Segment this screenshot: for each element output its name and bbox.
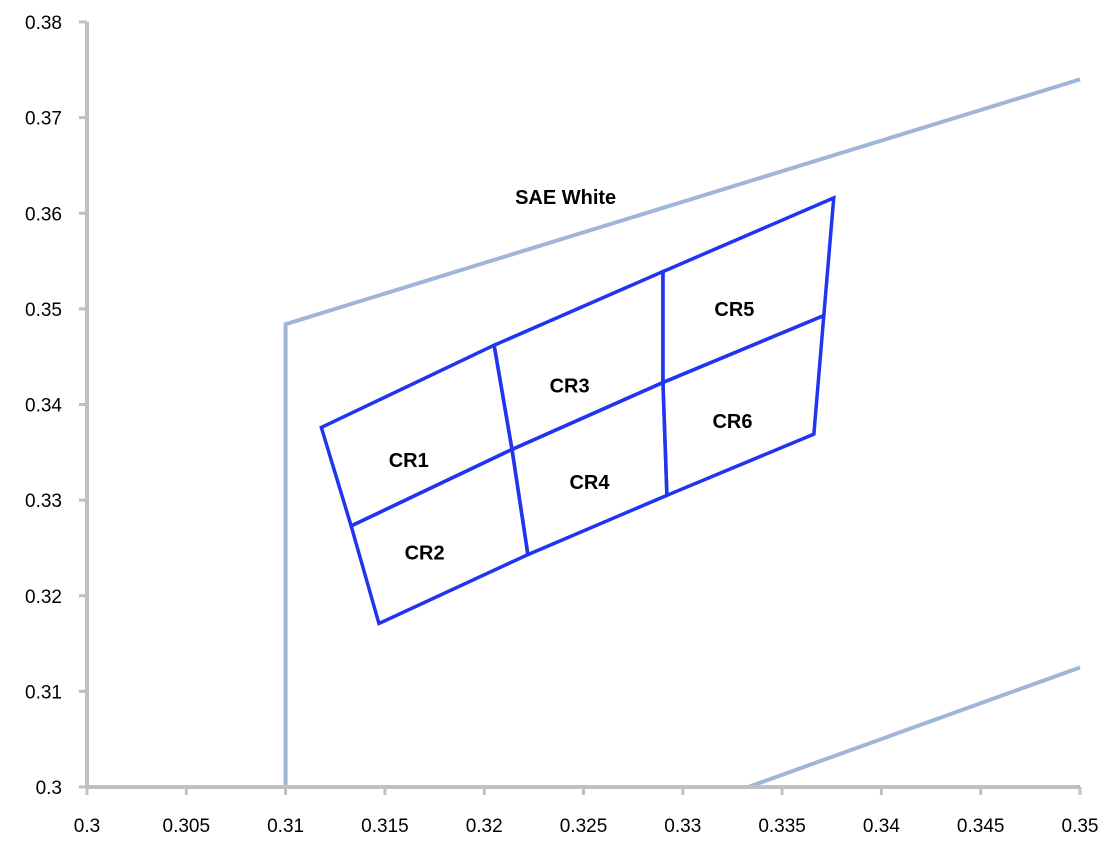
region-cr2 (349, 446, 530, 626)
region-cr4 (510, 379, 669, 558)
x-tick-label: 0.31 (267, 816, 304, 837)
axes (85, 22, 1080, 789)
y-tick-label: 0.38 (25, 13, 62, 34)
y-tick-label: 0.35 (25, 300, 62, 321)
x-tick-label: 0.335 (758, 816, 806, 837)
region-label-cr3: CR3 (550, 375, 590, 397)
x-tick-label: 0.35 (1062, 816, 1099, 837)
x-tick-label: 0.3 (74, 816, 100, 837)
ticks: 0.3 0.305 0.31 0.315 0.32 0.325 0.33 0.335 0.34 0… (25, 13, 1098, 837)
x-tick-label: 0.315 (361, 816, 409, 837)
boundary-line-1 (283, 77, 1081, 787)
x-tick-label: 0.325 (560, 816, 608, 837)
boundary-lines (283, 77, 1081, 789)
y-tick-label: 0.32 (25, 587, 62, 608)
region-label-cr2: CR2 (405, 543, 445, 565)
region-cr6 (661, 312, 826, 498)
region-cr3 (492, 268, 665, 452)
y-tick-label: 0.33 (25, 491, 62, 512)
labels: SAE White CR1 CR2 CR3 CR4 CR5 CR6 (389, 187, 755, 565)
region-grid (319, 195, 836, 626)
region-label-cr5: CR5 (714, 299, 754, 321)
boundary-line-2 (747, 665, 1081, 789)
x-tick-label: 0.305 (163, 816, 211, 837)
region-label-cr4: CR4 (569, 472, 610, 494)
region-label-cr6: CR6 (712, 411, 752, 433)
y-tick-label: 0.36 (25, 204, 62, 225)
y-tick-label: 0.34 (25, 396, 62, 417)
region-cr1 (319, 342, 514, 529)
x-tick-label: 0.34 (863, 816, 900, 837)
y-tick-label: 0.37 (25, 109, 62, 130)
region-label-cr1: CR1 (389, 450, 429, 472)
x-tick-label: 0.33 (664, 816, 701, 837)
sae-white-label: SAE White (515, 187, 616, 209)
y-tick-label: 0.31 (25, 682, 62, 703)
x-tick-label: 0.32 (466, 816, 503, 837)
y-tick-label: 0.3 (36, 778, 62, 799)
region-cr5 (661, 195, 836, 386)
x-tick-label: 0.345 (957, 816, 1005, 837)
